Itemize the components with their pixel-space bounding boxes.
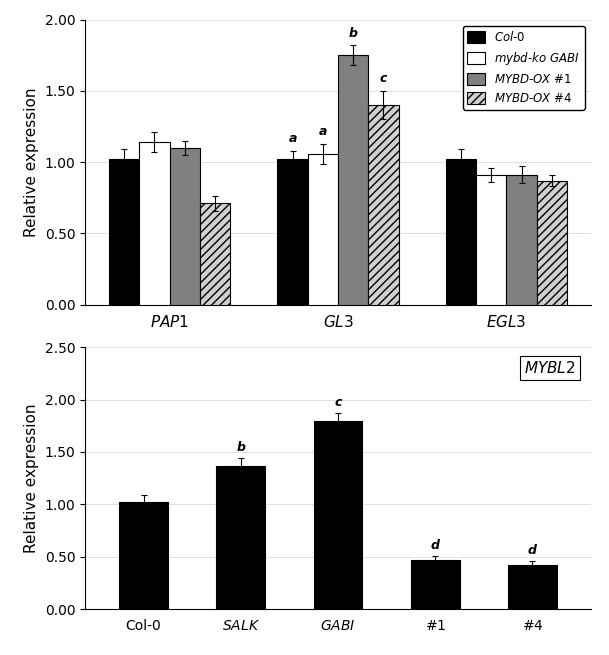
Bar: [508, 565, 557, 609]
Text: a: a: [288, 132, 297, 145]
Bar: [277, 159, 308, 305]
Bar: [338, 55, 368, 305]
Bar: [109, 159, 139, 305]
Bar: [169, 148, 200, 305]
Bar: [411, 560, 460, 609]
Bar: [308, 153, 338, 305]
Bar: [314, 421, 362, 609]
Bar: [368, 105, 399, 305]
Y-axis label: Relative expression: Relative expression: [24, 87, 39, 237]
Bar: [507, 175, 537, 305]
Text: c: c: [380, 72, 387, 85]
Text: d: d: [528, 544, 537, 557]
Text: $\it{MYBL2}$: $\it{MYBL2}$: [524, 360, 576, 376]
Bar: [200, 204, 230, 305]
Bar: [216, 466, 265, 609]
Y-axis label: Relative expression: Relative expression: [24, 403, 39, 553]
Bar: [119, 502, 168, 609]
Bar: [476, 175, 507, 305]
Text: b: b: [349, 27, 357, 39]
Bar: [446, 159, 476, 305]
Legend: $\it{Col}$-$\it{0}$, $\it{mybd}$-$\it{ko}$ $\it{GABI}$, $\it{MYBD}$-$\it{OX}$ #1: $\it{Col}$-$\it{0}$, $\it{mybd}$-$\it{ko…: [463, 26, 585, 110]
Bar: [537, 181, 567, 305]
Text: a: a: [319, 125, 327, 138]
Text: b: b: [236, 441, 245, 454]
Text: c: c: [334, 396, 342, 409]
Bar: [139, 142, 169, 305]
Text: d: d: [431, 538, 440, 552]
